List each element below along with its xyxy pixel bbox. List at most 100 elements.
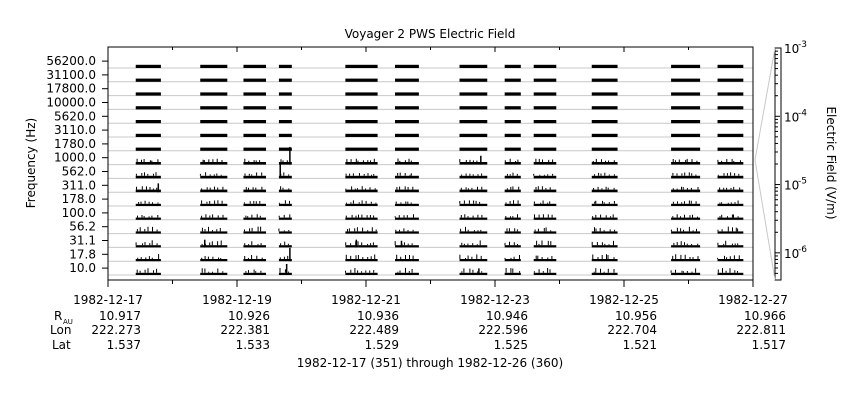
data-band: [459, 189, 488, 193]
data-band: [243, 175, 267, 179]
data-band: [459, 217, 488, 220]
data-band: [135, 78, 161, 82]
data-band: [671, 64, 701, 68]
data-band: [591, 64, 618, 68]
y-tick-label: 31.1: [69, 234, 96, 248]
data-noise: [505, 214, 518, 218]
data-band: [533, 64, 557, 68]
data-noise: [592, 214, 614, 218]
data-band: [717, 203, 744, 206]
data-band: [200, 189, 228, 193]
data-band: [717, 92, 744, 96]
y-tick-label: 56200.0: [46, 54, 96, 68]
data-band: [395, 272, 419, 275]
data-noise: [670, 226, 697, 232]
data-noise: [460, 226, 482, 232]
data-band: [533, 203, 557, 206]
ephem-value: 1.517: [752, 338, 786, 352]
colorbar-tick-exp: -6: [798, 245, 807, 255]
data-band: [135, 203, 161, 206]
data-band: [504, 120, 521, 124]
data-noise: [535, 255, 553, 259]
ephem-r-label: R: [54, 309, 62, 323]
data-band: [135, 175, 161, 179]
data-noise: [593, 186, 615, 190]
data-noise: [201, 226, 221, 232]
data-band: [135, 259, 161, 262]
data-band: [278, 189, 292, 193]
y-tick-label: 311.0: [62, 178, 96, 192]
data-band: [243, 78, 267, 82]
data-noise: [672, 214, 698, 218]
data-band: [278, 231, 292, 234]
data-band: [504, 203, 521, 206]
data-band: [459, 245, 488, 248]
data-noise: [136, 268, 158, 273]
data-noise: [506, 186, 520, 190]
data-band: [591, 78, 618, 82]
data-noise: [280, 186, 290, 190]
data-band: [504, 231, 521, 234]
data-band: [200, 259, 228, 262]
data-band: [243, 64, 267, 68]
data-noise: [717, 240, 739, 246]
data-band: [459, 147, 488, 151]
colorbar: 10-310-410-510-6: [754, 40, 807, 281]
data-band: [671, 231, 701, 234]
data-band: [200, 203, 228, 206]
data-band: [200, 92, 228, 96]
data-band: [671, 189, 701, 193]
data-band: [395, 162, 419, 165]
colorbar-tick-label: 10: [784, 42, 799, 56]
data-band: [533, 272, 557, 275]
ephem-value: 10.946: [486, 309, 528, 323]
y-tick-label: 17.8: [69, 247, 96, 261]
colorbar-tick-label: 10: [784, 179, 799, 193]
data-band: [200, 272, 228, 275]
data-band: [135, 133, 161, 137]
data-band: [243, 272, 267, 275]
data-band: [243, 162, 267, 165]
x-tick-label: 1982-12-25: [589, 293, 659, 307]
data-band: [717, 189, 744, 193]
data-band: [395, 147, 419, 151]
data-band: [504, 106, 521, 110]
data-band: [345, 245, 378, 248]
data-noise: [201, 200, 223, 204]
data-noise: [461, 240, 481, 246]
data-band: [671, 217, 701, 220]
data-band: [395, 106, 419, 110]
ephem-value: 10.966: [744, 309, 786, 323]
data-band: [345, 120, 378, 124]
data-noise: [593, 268, 615, 273]
chart-title: Voyager 2 PWS Electric Field: [345, 27, 516, 41]
data-noise: [136, 158, 159, 162]
data-band: [717, 162, 744, 165]
data-band: [200, 133, 228, 137]
data-noise: [672, 200, 697, 204]
x-tick-label: 1982-12-21: [331, 293, 401, 307]
data-noise: [199, 172, 222, 176]
data-band: [200, 245, 228, 248]
data-band: [533, 175, 557, 179]
data-noise: [717, 226, 739, 232]
data-band: [278, 64, 292, 68]
y-tick-label: 100.0: [62, 206, 96, 220]
ephem-value: 1.521: [623, 338, 657, 352]
data-band: [278, 78, 292, 82]
data-noise: [534, 227, 552, 232]
data-band: [395, 175, 419, 179]
data-band: [671, 133, 701, 137]
data-band: [717, 78, 744, 82]
data-band: [717, 120, 744, 124]
data-band: [459, 64, 488, 68]
colorbar-tick-exp: -3: [798, 40, 807, 50]
data-band: [345, 92, 378, 96]
data-noise: [533, 173, 554, 176]
data-noise: [504, 158, 519, 162]
data-noise: [201, 186, 224, 190]
data-noise: [533, 268, 551, 273]
data-band: [717, 64, 744, 68]
data-noise: [592, 158, 615, 162]
